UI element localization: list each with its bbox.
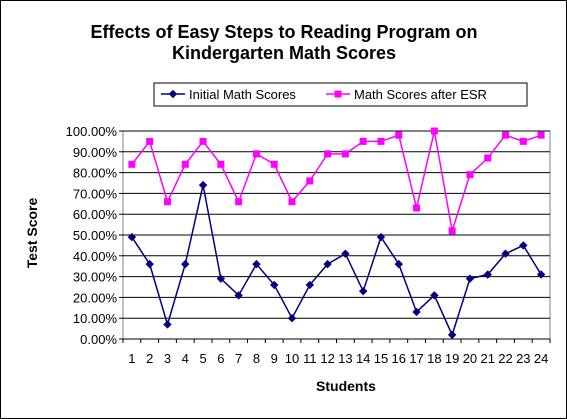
x-tick-label: 21 [480,351,494,366]
x-tick-label: 8 [253,351,260,366]
x-tick-label: 17 [409,351,423,366]
x-tick-label: 3 [164,351,171,366]
x-tick-label: 7 [235,351,242,366]
data-point [377,137,385,145]
x-tick-label: 12 [320,351,334,366]
data-point [536,270,546,279]
series-layer [127,127,546,340]
data-point [252,259,261,269]
x-axis-title: Students [316,378,376,394]
data-point [306,177,314,185]
x-tick-label: 1 [128,351,135,366]
data-point [359,137,367,145]
data-point [323,259,332,269]
data-point [163,198,171,206]
y-tick-label: 0.00% [80,332,117,347]
data-point [395,131,403,139]
y-tick-label: 70.00% [73,186,118,201]
x-tick-label: 4 [182,351,189,366]
data-point [270,160,278,168]
legend-label: Math Scores after ESR [354,87,487,102]
data-point [448,227,456,235]
y-tick-label: 90.00% [73,145,118,160]
x-tick-label: 2 [146,351,153,366]
data-point [358,286,368,296]
x-tick-label: 23 [516,351,530,366]
series-1 [127,180,546,340]
legend: Initial Math Scores Math Scores after ESR [153,82,528,107]
y-tick-label: 50.00% [73,228,118,243]
data-point [145,259,154,269]
data-point [198,180,208,190]
y-axis-title: Test Score [24,198,40,269]
data-point [234,291,243,300]
data-point [181,259,190,269]
x-tick-label: 10 [285,351,299,366]
y-tick-label: 10.00% [73,311,118,326]
x-tick-label: 24 [534,351,548,366]
data-point [287,313,297,323]
x-tick-label: 16 [392,351,406,366]
y-tick-label: 40.00% [73,249,118,264]
data-point [252,150,260,158]
x-axis-ticks: 1 2 3 4 5 6 7 8 9 10 11 12 13 14 15 16 17 18 19 20 21 22 23 24 [122,339,551,366]
data-point [447,330,457,340]
data-point [537,131,545,139]
x-tick-label: 9 [271,351,278,366]
y-tick-label: 80.00% [73,166,118,181]
series-2 [128,127,545,235]
data-point [412,307,421,317]
data-point [305,280,315,290]
data-point [324,150,332,158]
data-point [430,127,438,135]
data-point [181,160,189,168]
x-tick-label: 18 [427,351,441,366]
data-point [270,280,279,290]
data-point [146,137,154,145]
y-tick-label: 100.00% [66,124,118,139]
data-point [128,160,136,168]
data-point [341,249,350,258]
data-point [519,137,527,145]
data-point [413,204,421,212]
data-point [127,232,137,242]
x-tick-label: 11 [303,351,317,366]
data-point [483,270,492,279]
data-point [519,241,528,250]
x-tick-label: 5 [199,351,206,366]
y-tick-label: 20.00% [73,290,118,305]
y-tick-label: 30.00% [73,270,118,285]
data-point [235,198,243,206]
data-point [394,259,403,269]
data-point [484,154,492,162]
data-point [216,274,226,283]
data-point [376,232,386,242]
legend-label: Initial Math Scores [189,87,296,102]
chart-title-line-1: Effects of Easy Steps to Reading Program… [90,22,477,42]
x-tick-label: 20 [463,351,477,366]
legend-marker [168,89,178,99]
x-tick-label: 13 [338,351,352,366]
data-point [430,291,439,300]
data-point [288,198,296,206]
x-tick-label: 6 [217,351,224,366]
chart-title-line-2: Kindergarten Math Scores [172,43,396,63]
x-tick-label: 19 [445,351,459,366]
data-point [501,249,510,258]
data-point [163,320,172,329]
data-point [217,160,225,168]
data-point [465,274,475,283]
data-point [502,131,510,139]
x-tick-label: 14 [356,351,370,366]
data-point [466,171,474,179]
x-tick-label: 15 [374,351,388,366]
x-tick-label: 22 [498,351,512,366]
legend-marker [334,90,342,98]
y-tick-label: 60.00% [73,207,118,222]
data-point [341,150,349,158]
y-axis-ticks: 0.00% 10.00% 20.00% 30.00% 40.00% 50.00% 60.00… [66,124,123,347]
data-point [199,137,207,145]
